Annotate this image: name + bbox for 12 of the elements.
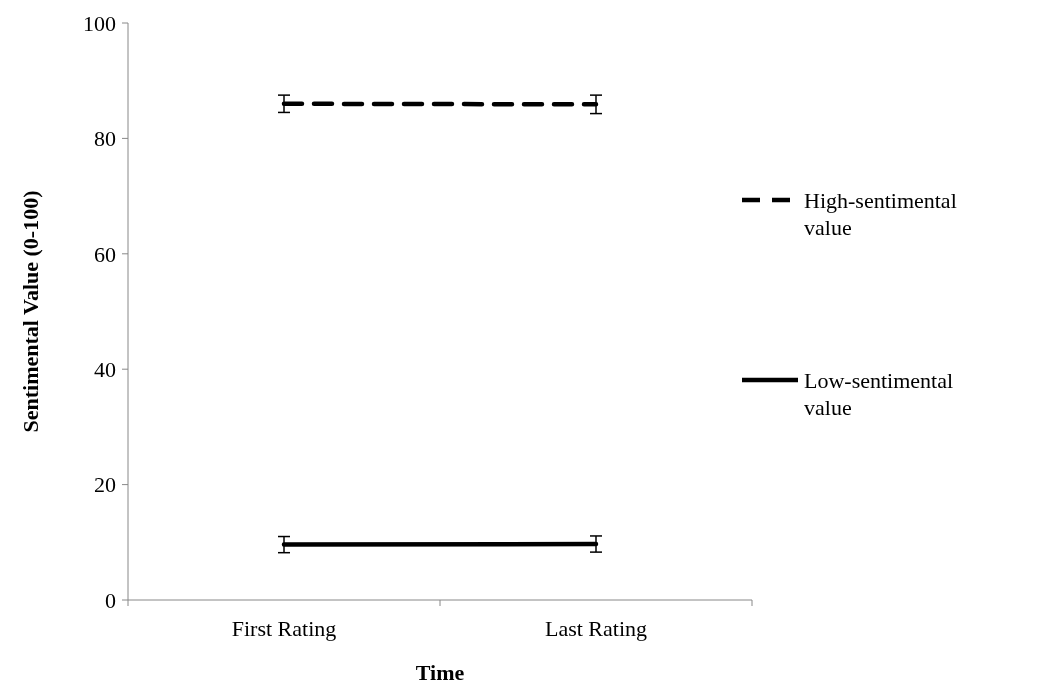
y-tick-label: 0 (105, 587, 116, 613)
x-tick-label: First Rating (231, 616, 337, 641)
legend-label: High-sentimental value (804, 187, 957, 241)
y-tick-label: 20 (94, 472, 116, 498)
y-tick-label: 80 (94, 126, 116, 152)
y-axis-title: Sentimental Value (0-100) (18, 190, 43, 433)
legend-label: Low-sentimental value (804, 367, 954, 421)
x-axis-title: Time (415, 660, 465, 685)
y-tick-label: 40 (94, 356, 116, 382)
x-tick-label: Last Rating (544, 616, 648, 641)
y-tick-label: 100 (83, 10, 116, 36)
y-tick-label: 60 (94, 241, 116, 267)
